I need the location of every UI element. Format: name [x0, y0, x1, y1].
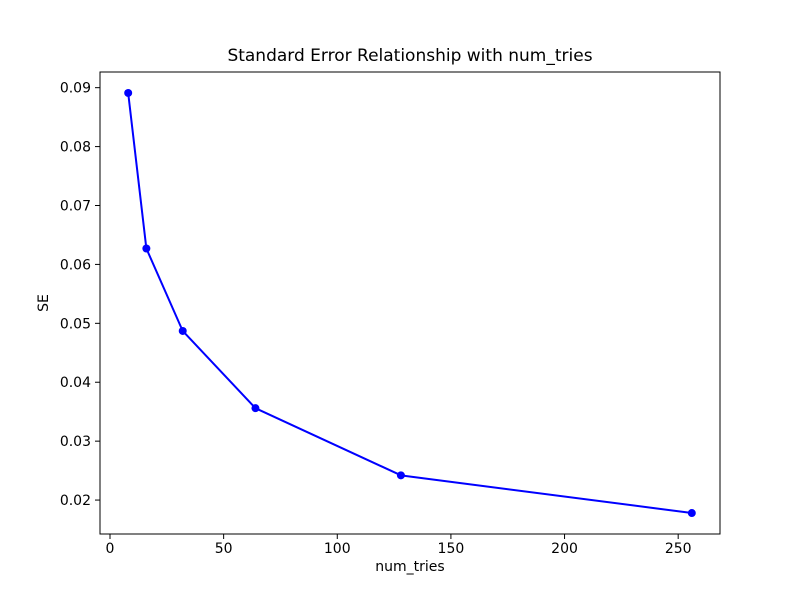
- y-tick-label: 0.05: [60, 316, 91, 332]
- chart-title: Standard Error Relationship with num_tri…: [227, 46, 592, 66]
- data-point: [142, 244, 151, 253]
- x-tick-label: 150: [438, 541, 465, 557]
- y-tick-label: 0.02: [60, 493, 91, 509]
- x-tick-label: 250: [665, 541, 692, 557]
- y-tick-label: 0.04: [60, 375, 91, 391]
- y-tick-label: 0.06: [60, 257, 91, 273]
- y-tick-label: 0.07: [60, 198, 91, 214]
- x-tick-label: 0: [106, 541, 115, 557]
- y-tick-label: 0.09: [60, 81, 91, 97]
- y-tick-label: 0.08: [60, 140, 91, 156]
- data-line: [127, 91, 693, 515]
- data-point: [178, 326, 187, 335]
- x-tick-label: 50: [215, 541, 233, 557]
- data-point: [687, 509, 696, 518]
- data-point: [251, 404, 260, 413]
- data-point: [396, 471, 405, 480]
- axes-frame: [99, 71, 721, 535]
- y-tick-label: 0.03: [60, 434, 91, 450]
- y-axis-label: SE: [36, 294, 52, 312]
- x-axis-label: num_tries: [375, 559, 444, 575]
- x-tick-label: 200: [551, 541, 578, 557]
- data-point: [124, 88, 133, 97]
- plot-area: 0 50 100 150 200 250 0.02 0.03 0.04 0.05 0.06 0.07 0…: [60, 71, 721, 557]
- x-tick-label: 100: [324, 541, 351, 557]
